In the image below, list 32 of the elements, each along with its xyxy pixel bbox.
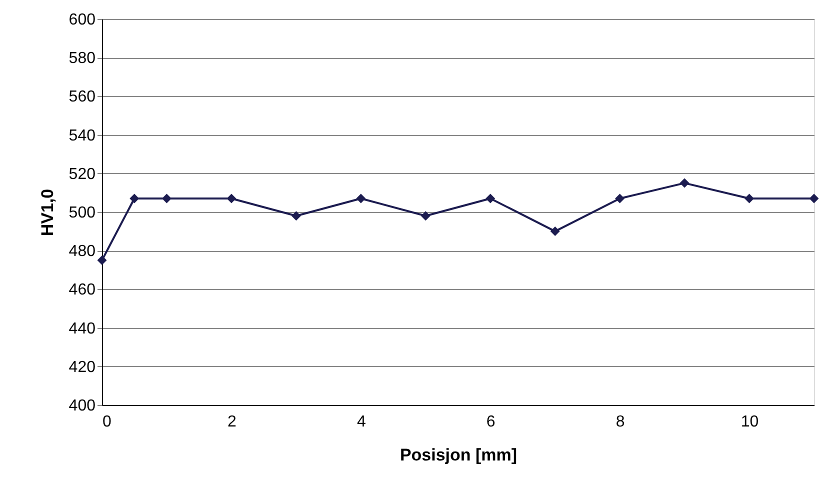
y-tick-label: 500 — [68, 204, 96, 222]
y-tick-label: 420 — [68, 358, 96, 376]
x-tick-label: 2 — [228, 414, 236, 430]
y-tick-label: 520 — [68, 166, 96, 183]
x-tick-label: 0 — [102, 414, 112, 430]
x-tick-label: 8 — [616, 414, 625, 430]
point — [162, 194, 172, 204]
point — [550, 226, 560, 236]
point — [420, 211, 430, 221]
point — [130, 194, 140, 204]
point — [615, 194, 625, 204]
y-tick-label: 540 — [68, 127, 96, 144]
y-tick-label: 480 — [68, 243, 96, 260]
point — [486, 194, 496, 204]
y-tick-label: 600 — [68, 12, 96, 28]
y-tick-label: 440 — [68, 320, 96, 338]
y-tick-label: 560 — [68, 88, 96, 106]
y-tick-label: 400 — [68, 398, 96, 414]
point — [356, 194, 366, 204]
y-tick-label: 460 — [68, 282, 96, 299]
point — [680, 178, 690, 188]
x-tick-label: 4 — [356, 414, 366, 430]
point — [744, 194, 754, 204]
x-tick-label: 6 — [486, 414, 496, 430]
x-tick-label: 10 — [740, 414, 759, 430]
point — [97, 256, 107, 265]
y-axis-title: HV1,0 — [38, 188, 57, 236]
point — [291, 211, 301, 221]
y-tick-label: 580 — [68, 50, 96, 68]
point — [226, 194, 236, 204]
point — [809, 194, 819, 204]
x-axis-title: Posisjon [mm] — [400, 446, 518, 464]
